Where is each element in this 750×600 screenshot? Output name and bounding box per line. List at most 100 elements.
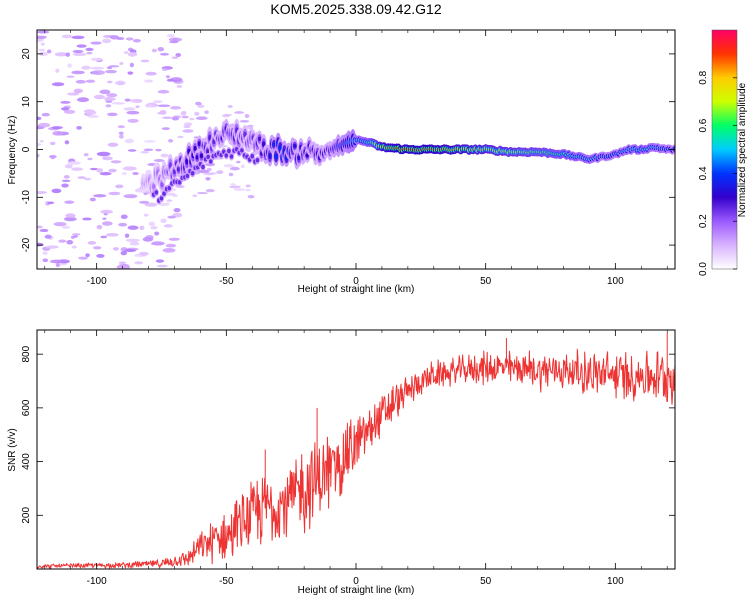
spectrogram-ytick-label: -20 bbox=[21, 237, 32, 252]
spectrogram-noise-blob bbox=[159, 202, 168, 207]
snr-ticks: -100 -50 0 50 100 200 400 600 800 bbox=[21, 330, 675, 587]
spectrogram-noise-blob bbox=[71, 35, 85, 40]
spectrogram-noise-blob bbox=[145, 104, 154, 108]
spectrogram-noise-blob bbox=[90, 41, 102, 45]
snr-panel: -100 -50 0 50 100 200 400 600 800 Height of stra… bbox=[7, 329, 676, 596]
spectrogram-noise-blob bbox=[205, 172, 217, 175]
spectrogram-ridge-core bbox=[208, 134, 212, 141]
snr-ytick-label: 600 bbox=[21, 399, 32, 416]
colorbar-tick-label: 0.4 bbox=[698, 166, 709, 180]
colorbar-label: Normalized spectral amplitude bbox=[737, 82, 748, 217]
spectrogram-ytick-label: 10 bbox=[21, 96, 32, 108]
spectrogram-noise-blob bbox=[86, 51, 93, 55]
spectrogram-noise-blob bbox=[118, 261, 127, 265]
spectrogram-noise-blob bbox=[107, 112, 118, 117]
spectrogram-noise-blob bbox=[140, 151, 149, 154]
spectrogram-noise-blob bbox=[116, 37, 125, 40]
spectrogram-ridge-core bbox=[243, 131, 247, 137]
spectrogram-noise-blob bbox=[165, 75, 170, 79]
spectrogram-noise-blob bbox=[115, 184, 124, 189]
spectrogram-noise-blob bbox=[96, 253, 105, 258]
spectrogram-noise-blob bbox=[77, 176, 86, 179]
spectrogram-noise-blob bbox=[71, 233, 81, 236]
spectrogram-noise-blob bbox=[38, 122, 51, 128]
spectrogram-noise-blob bbox=[124, 98, 131, 102]
spectrogram-noise-blob bbox=[96, 224, 103, 230]
spectrogram-noise-blob bbox=[51, 82, 65, 87]
spectrogram-noise-blob bbox=[239, 119, 250, 123]
spectrogram-noise-blob bbox=[236, 160, 241, 164]
spectrogram-ridge-core bbox=[212, 139, 216, 145]
spectrogram-noise-blob bbox=[144, 236, 149, 241]
spectrogram-noise-blob bbox=[38, 48, 46, 52]
spectrogram-noise-blob bbox=[159, 110, 167, 115]
colorbar-tick-label: 0.6 bbox=[698, 118, 709, 132]
spectrogram-noise-blob bbox=[160, 218, 167, 224]
spectrogram-noise-blob bbox=[107, 142, 119, 147]
spectrogram-noise-blob bbox=[192, 194, 198, 198]
colorbar-tick-label: 0.0 bbox=[698, 262, 709, 276]
spectrogram-noise-blob bbox=[72, 49, 84, 54]
spectrogram-noise-blob bbox=[66, 75, 75, 78]
spectrogram-noise-blob bbox=[64, 164, 73, 169]
spectrogram-noise-blob bbox=[65, 213, 76, 218]
spectrogram-noise-blob bbox=[61, 183, 69, 188]
spectrogram-noise-blob bbox=[168, 237, 180, 241]
spectrogram-noise-blob bbox=[197, 104, 205, 108]
spectrogram-noise-blob bbox=[129, 241, 140, 246]
spectrogram-noise-blob bbox=[67, 63, 72, 68]
spectrogram-branch-core bbox=[201, 164, 205, 170]
spectrogram-noise-blob bbox=[180, 111, 187, 116]
spectrogram-noise-blob bbox=[111, 102, 126, 105]
spectrogram-branch-core bbox=[177, 180, 182, 185]
spectrogram-branch-core bbox=[250, 154, 255, 159]
spectrogram-noise-blob bbox=[227, 105, 233, 108]
spectrogram-noise-blob bbox=[37, 191, 47, 194]
spectrogram-noise-blob bbox=[121, 172, 127, 175]
spectrogram-noise-blob bbox=[244, 114, 250, 118]
spectrogram-noise-blob bbox=[49, 259, 64, 264]
spectrogram-noise-blob bbox=[122, 166, 137, 171]
spectrogram-noise-blob bbox=[143, 140, 156, 143]
spectrogram-branch-core bbox=[162, 191, 166, 196]
spectrogram-noise-blob bbox=[96, 168, 103, 173]
spectrogram-ridge-core bbox=[193, 145, 197, 152]
spectrogram-noise-blob bbox=[60, 100, 71, 104]
spectrogram-ridge-core bbox=[172, 169, 177, 175]
spectrogram-xtick-label: -50 bbox=[219, 276, 234, 287]
spectrogram-noise-blob bbox=[135, 105, 140, 109]
spectrogram-ridge-core bbox=[278, 145, 282, 151]
spectrogram-noise-blob bbox=[71, 245, 77, 249]
spectrogram-noise-blob bbox=[61, 34, 73, 39]
spectrogram-xtick-label: 0 bbox=[353, 276, 359, 287]
spectrogram-noise-blob bbox=[176, 85, 183, 88]
chart-title: KOM5.2025.338.09.42.G12 bbox=[270, 1, 441, 17]
spectrogram-noise-blob bbox=[85, 47, 94, 52]
spectrogram-noise-blob bbox=[51, 188, 62, 194]
spectrogram-noise-blob bbox=[143, 213, 149, 217]
spectrogram-noise-blob bbox=[195, 116, 208, 121]
spectrogram-branch-core bbox=[206, 154, 210, 160]
spectrogram-noise-blob bbox=[166, 78, 175, 82]
spectrogram-ridge-core bbox=[152, 184, 156, 189]
spectrogram-noise-blob bbox=[117, 82, 125, 85]
spectrogram-noise-blob bbox=[154, 231, 160, 236]
spectrogram-noise-blob bbox=[92, 246, 102, 250]
spectrogram-ylabel: Frequency (Hz) bbox=[7, 116, 18, 185]
spectrogram-noise-blob bbox=[87, 115, 100, 118]
spectrogram-ridge-core bbox=[177, 167, 181, 172]
spectrogram-noise-blob bbox=[120, 214, 128, 220]
spectrogram-noise-blob bbox=[93, 94, 106, 100]
spectrogram-noise-blob bbox=[41, 112, 50, 117]
spectrogram-noise-blob bbox=[173, 207, 181, 213]
spectrogram-noise-blob bbox=[205, 176, 211, 181]
spectrogram-xlabel: Height of straight line (km) bbox=[298, 284, 415, 295]
colorbar-strip bbox=[712, 30, 737, 269]
spectrogram-ridge-core bbox=[305, 153, 309, 158]
spectrogram-ytick-label: 20 bbox=[21, 48, 32, 60]
spectrogram-noise-blob bbox=[61, 107, 70, 111]
spectrogram-noise-blob bbox=[96, 151, 111, 157]
colorbar: 0.0 0.2 0.4 0.6 0.8 Normalized spectral ampl… bbox=[698, 29, 748, 276]
colorbar-tick-label: 0.2 bbox=[698, 214, 709, 228]
